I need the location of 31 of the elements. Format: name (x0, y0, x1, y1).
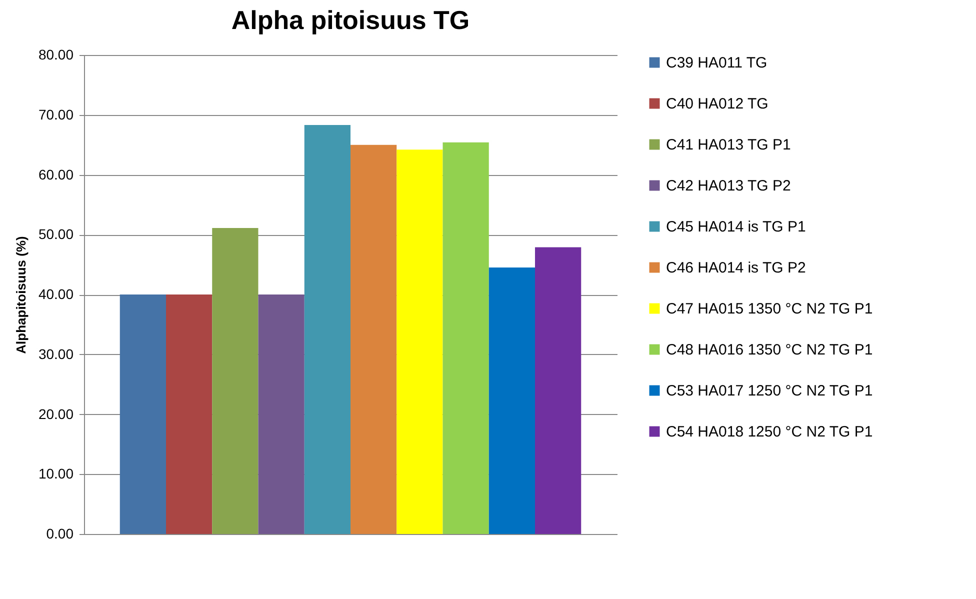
legend-label: C41 HA013 TG P1 (666, 136, 791, 154)
legend-label: C53 HA017 1250 °C N2 TG P1 (666, 382, 873, 400)
legend-label: C54 HA018 1250 °C N2 TG P1 (666, 424, 873, 440)
legend-label: C42 HA013 TG P2 (666, 178, 791, 194)
legend-label: C47 HA015 1350 °C N2 TG P1 (666, 300, 873, 318)
y-tick-label: 10.00 (38, 466, 74, 482)
y-tick-label: 80.00 (38, 46, 74, 62)
bar (535, 247, 582, 534)
legend-label: C39 HA011 TG (666, 54, 768, 72)
bar (212, 228, 258, 534)
bar (304, 125, 350, 534)
bar (120, 294, 166, 534)
y-tick-label: 60.00 (38, 166, 74, 182)
bar (166, 294, 212, 534)
y-tick-label: 40.00 (38, 286, 74, 302)
y-tick-label: 50.00 (38, 226, 74, 242)
y-axis-title: Alphapitoisuus (%) (13, 236, 28, 354)
legend-label: C48 HA016 1350 °C N2 TG P1 (666, 342, 873, 358)
bar (258, 294, 304, 534)
y-tick-label: 30.00 (38, 346, 74, 362)
legend-label: C40 HA012 TG (666, 96, 768, 112)
y-tick-label: 70.00 (38, 106, 74, 122)
bar (488, 268, 535, 534)
y-tick-label: 0.00 (46, 526, 74, 542)
bar (350, 144, 397, 534)
chart-title: Alpha pitoisuus TG (231, 5, 470, 35)
bar (396, 150, 443, 534)
y-tick-label: 20.00 (38, 406, 74, 422)
legend-label: C45 HA014 is TG P1 (666, 218, 806, 236)
bar (442, 142, 489, 534)
legend-label: C46 HA014 is TG P2 (666, 260, 806, 276)
